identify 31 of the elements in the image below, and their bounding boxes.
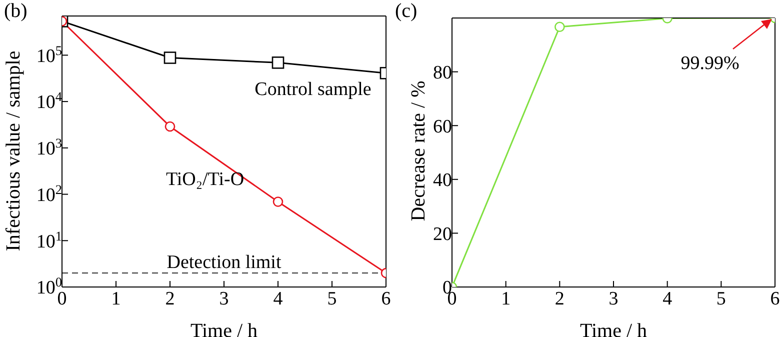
x-axis-title: Time / h bbox=[580, 320, 648, 337]
x-tick-label: 2 bbox=[165, 288, 175, 310]
y-tick-label: 10$^{5}$ bbox=[36, 42, 62, 67]
y-tick-label: 40 bbox=[433, 170, 452, 192]
x-tick-label: 4 bbox=[273, 288, 284, 310]
y-tick-label: 80 bbox=[433, 62, 452, 84]
x-axis-title: Time / h bbox=[190, 320, 258, 337]
y-tick-label: 10$^{4}$ bbox=[36, 88, 62, 114]
x-tick-label: 1 bbox=[501, 288, 511, 310]
x-tick-label: 3 bbox=[608, 288, 618, 310]
y-axis-title: Infectious value / sample bbox=[2, 50, 26, 252]
series-label: Control sample bbox=[254, 79, 372, 101]
x-tick-label: 6 bbox=[381, 288, 391, 310]
series-label: TiO₂/Ti-O bbox=[166, 169, 244, 191]
chart-title: (b) bbox=[4, 0, 28, 23]
y-axis-title: Decrease rate / % bbox=[408, 80, 430, 222]
x-tick-label: 4 bbox=[662, 288, 673, 310]
x-tick-label: 5 bbox=[327, 288, 337, 310]
y-tick-label: 10$^{3}$ bbox=[36, 135, 62, 160]
y-tick-label: 10$^{2}$ bbox=[36, 181, 62, 206]
x-tick-label: 6 bbox=[770, 288, 780, 310]
x-tick-label: 2 bbox=[554, 288, 564, 310]
annotation: 99.99% bbox=[680, 53, 740, 74]
x-tick-label: 3 bbox=[219, 288, 229, 310]
y-tick-label: 20 bbox=[433, 224, 452, 245]
y-tick-label: 10$^{1}$ bbox=[36, 228, 62, 252]
chart-title: (c) bbox=[395, 0, 418, 23]
ref-line-label: Detection limit bbox=[166, 252, 282, 274]
y-tick-label: 60 bbox=[433, 116, 452, 138]
x-tick-label: 1 bbox=[111, 288, 121, 310]
x-tick-label: 5 bbox=[716, 288, 726, 310]
